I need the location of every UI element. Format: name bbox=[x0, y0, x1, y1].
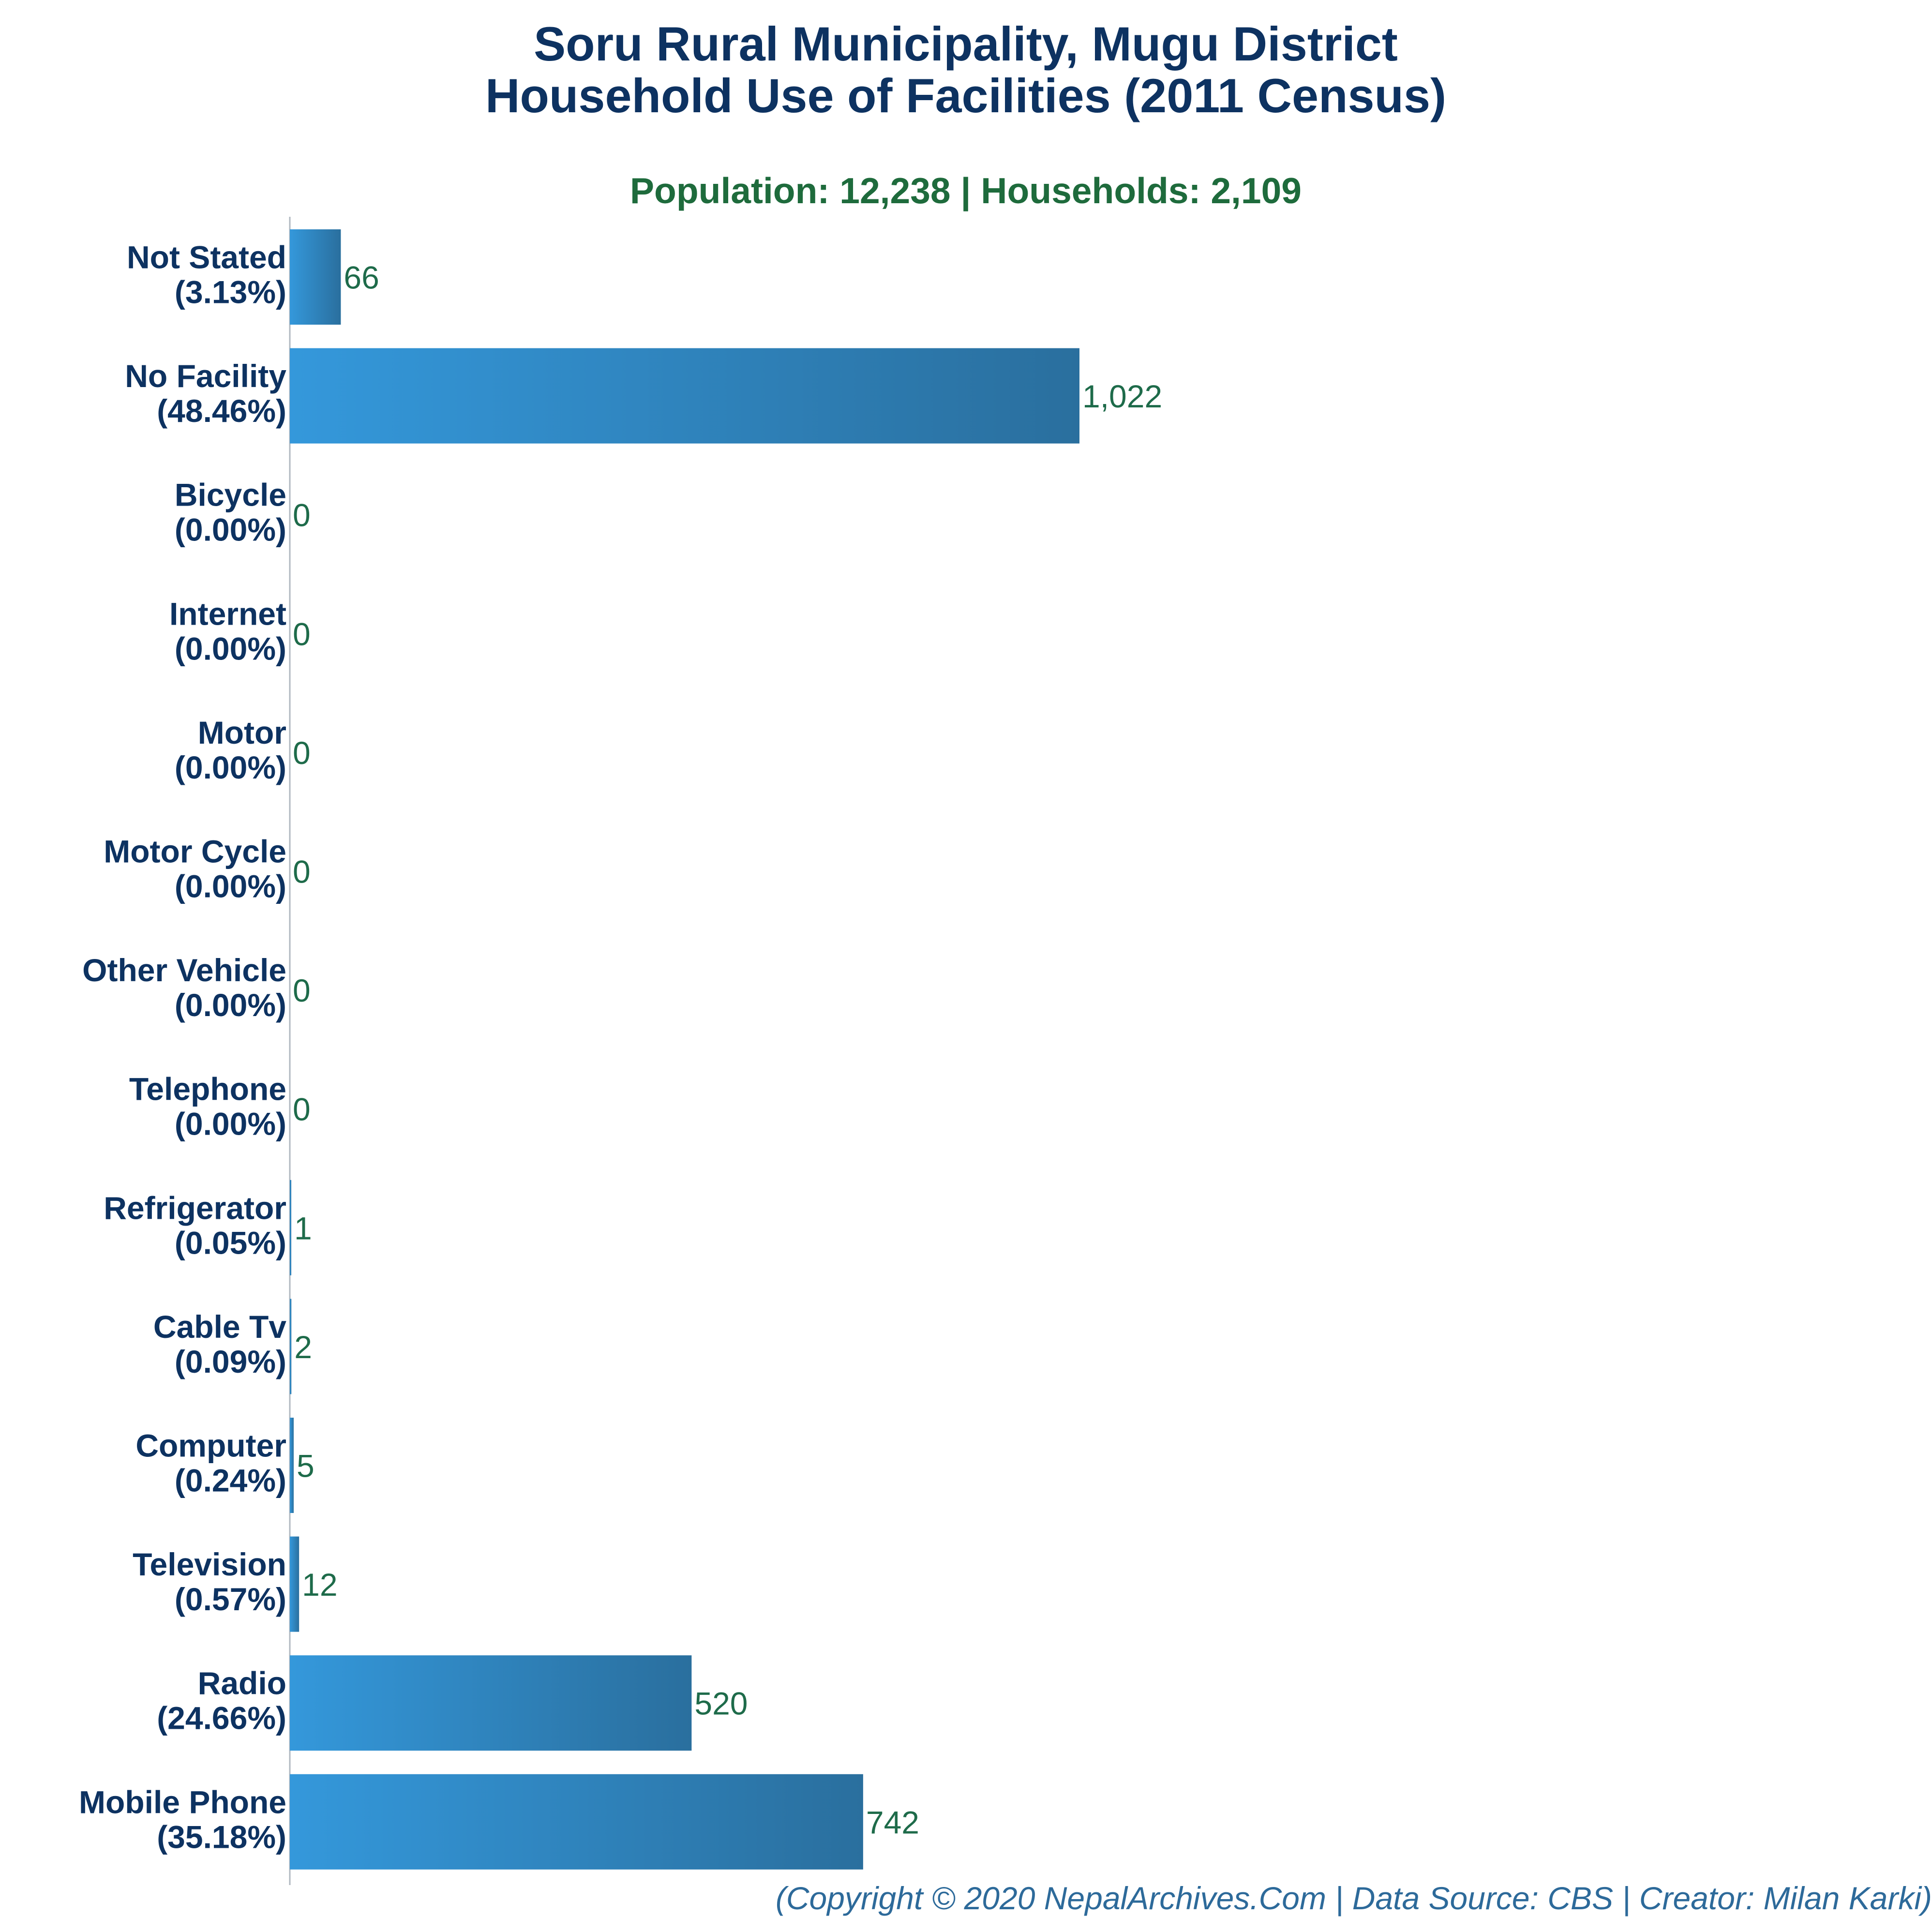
category-percent-label: (0.05%) bbox=[175, 1225, 286, 1260]
value-label: 12 bbox=[302, 1567, 337, 1603]
category-label: Motor bbox=[198, 715, 286, 750]
category-percent-label: (0.00%) bbox=[175, 1106, 286, 1142]
category-label: Telephone bbox=[129, 1071, 286, 1107]
value-label: 66 bbox=[344, 260, 379, 296]
value-label: 0 bbox=[293, 973, 311, 1008]
category-label: Computer bbox=[135, 1428, 286, 1464]
bar-television bbox=[290, 1536, 300, 1632]
category-percent-label: (24.66%) bbox=[157, 1700, 286, 1736]
bar-mobile-phone bbox=[290, 1774, 863, 1870]
value-label: 520 bbox=[694, 1686, 748, 1722]
category-percent-label: (0.00%) bbox=[175, 630, 286, 666]
bar-not-stated bbox=[290, 229, 341, 325]
category-percent-label: (0.00%) bbox=[175, 869, 286, 904]
value-label: 0 bbox=[293, 1092, 311, 1127]
value-label: 1 bbox=[294, 1210, 312, 1246]
category-label: Internet bbox=[169, 596, 286, 631]
category-label: Refrigerator bbox=[104, 1190, 286, 1226]
bar-radio bbox=[290, 1655, 692, 1751]
chart-subtitle: Population: 12,238 | Households: 2,109 bbox=[630, 170, 1302, 211]
category-label: Other Vehicle bbox=[82, 952, 286, 988]
category-label: Mobile Phone bbox=[79, 1784, 286, 1820]
value-label: 742 bbox=[866, 1804, 919, 1840]
category-percent-label: (0.00%) bbox=[175, 987, 286, 1023]
category-label: Radio bbox=[198, 1665, 286, 1701]
category-percent-label: (0.24%) bbox=[175, 1463, 286, 1498]
category-label: Cable Tv bbox=[153, 1309, 286, 1345]
value-label: 2 bbox=[294, 1329, 312, 1365]
value-label: 0 bbox=[293, 854, 311, 890]
category-label: Bicycle bbox=[175, 477, 286, 513]
category-percent-label: (0.09%) bbox=[175, 1344, 286, 1379]
bar-no-facility bbox=[290, 348, 1079, 444]
category-percent-label: (0.00%) bbox=[175, 512, 286, 548]
category-percent-label: (0.57%) bbox=[175, 1581, 286, 1617]
footer-credit: (Copyright © 2020 NepalArchives.Com | Da… bbox=[776, 1880, 1932, 1917]
category-percent-label: (48.46%) bbox=[157, 393, 286, 429]
chart-title: Soru Rural Municipality, Mugu District bbox=[534, 17, 1398, 71]
bar-computer bbox=[290, 1418, 294, 1513]
value-label: 0 bbox=[293, 735, 311, 771]
value-label: 0 bbox=[293, 497, 311, 533]
category-label: Television bbox=[133, 1546, 286, 1582]
category-labels-group: Not Stated(3.13%) No Facility(48.46%) Bicy… bbox=[79, 240, 286, 1855]
value-label: 5 bbox=[297, 1448, 315, 1484]
bars-group bbox=[290, 229, 1079, 1870]
bar-cable-tv bbox=[290, 1299, 292, 1394]
category-percent-label: (35.18%) bbox=[157, 1819, 286, 1855]
category-percent-label: (3.13%) bbox=[175, 274, 286, 310]
category-label: Motor Cycle bbox=[104, 834, 286, 869]
category-label: Not Stated bbox=[127, 240, 286, 275]
value-label: 1,022 bbox=[1082, 378, 1162, 414]
value-label: 0 bbox=[293, 616, 311, 652]
category-percent-label: (0.00%) bbox=[175, 749, 286, 785]
bar-refrigerator bbox=[290, 1180, 291, 1275]
chart-title-line2: Household Use of Facilities (2011 Census… bbox=[485, 69, 1446, 122]
category-label: No Facility bbox=[125, 358, 286, 394]
